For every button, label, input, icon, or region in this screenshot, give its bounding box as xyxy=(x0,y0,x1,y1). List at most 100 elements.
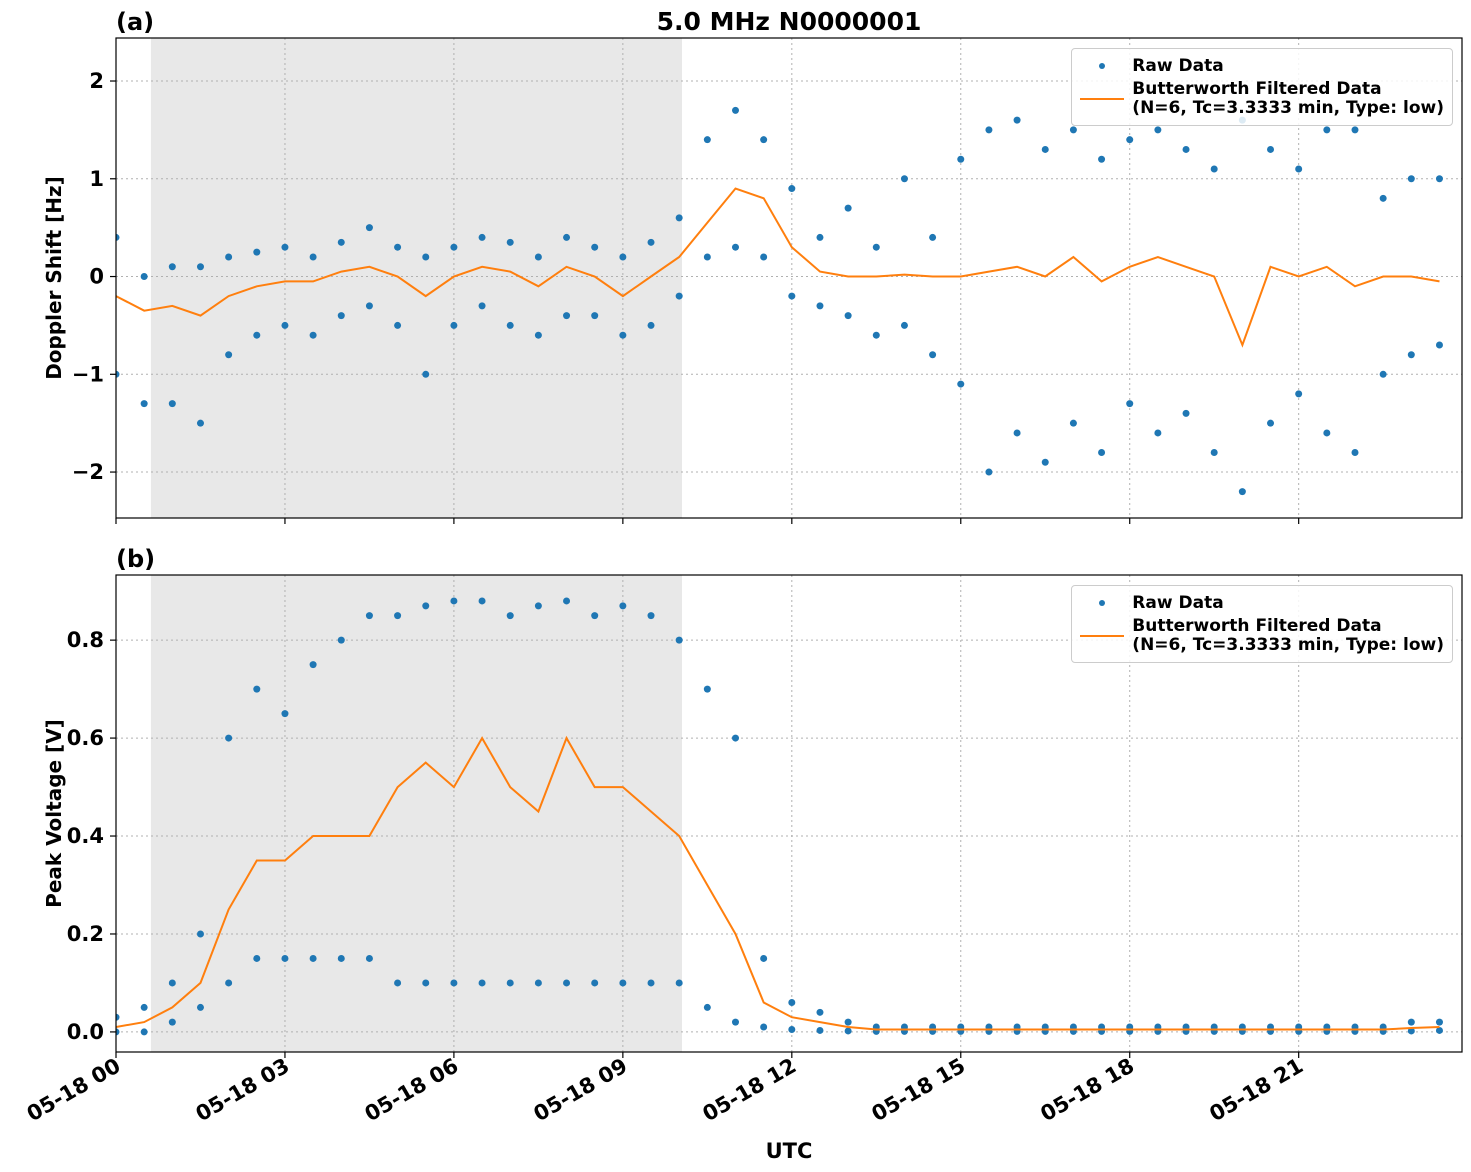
raw-point xyxy=(844,1027,852,1035)
raw-point xyxy=(450,597,458,605)
raw-point xyxy=(1238,488,1246,496)
axes-frame xyxy=(115,574,1463,1053)
raw-point xyxy=(872,243,880,251)
raw-point xyxy=(1351,449,1359,457)
raw-point xyxy=(253,331,261,339)
raw-point xyxy=(1407,1018,1415,1026)
raw-point xyxy=(253,248,261,256)
y-tick-label: 0.8 xyxy=(67,628,104,652)
raw-point xyxy=(591,612,599,620)
raw-point xyxy=(1210,165,1218,173)
raw-point xyxy=(281,954,289,962)
raw-point xyxy=(116,1028,120,1036)
raw-point xyxy=(731,106,739,114)
raw-point xyxy=(760,136,768,144)
raw-point xyxy=(309,661,317,669)
legend-entry: Raw Data xyxy=(1080,55,1444,77)
raw-point xyxy=(478,302,486,310)
raw-point xyxy=(985,468,993,476)
raw-point xyxy=(225,351,233,359)
x-tick-label: 05-18 15 xyxy=(867,1054,969,1127)
y-tick-label: 2 xyxy=(89,69,104,93)
raw-point xyxy=(337,238,345,246)
raw-point xyxy=(394,321,402,329)
x-tick-label: 05-18 18 xyxy=(1036,1054,1138,1127)
raw-point xyxy=(703,253,711,261)
raw-point xyxy=(563,979,571,987)
raw-point xyxy=(872,331,880,339)
raw-point xyxy=(225,253,233,261)
raw-point xyxy=(394,979,402,987)
legend-entry: Butterworth Filtered Data (N=6, Tc=3.333… xyxy=(1080,80,1444,118)
raw-point xyxy=(1323,126,1331,134)
raw-point xyxy=(1267,419,1275,427)
raw-point xyxy=(534,253,542,261)
raw-point xyxy=(534,331,542,339)
y-axis-label: Peak Voltage [V] xyxy=(42,719,66,908)
raw-point xyxy=(816,1026,824,1034)
raw-point xyxy=(647,612,655,620)
raw-point xyxy=(225,734,233,742)
raw-point xyxy=(116,1013,120,1021)
raw-point xyxy=(703,136,711,144)
legend-entry: Raw Data xyxy=(1080,592,1444,614)
raw-point xyxy=(731,243,739,251)
raw-point xyxy=(1126,400,1134,408)
raw-point xyxy=(703,685,711,693)
raw-point xyxy=(731,734,739,742)
raw-point xyxy=(534,979,542,987)
raw-point xyxy=(140,400,148,408)
raw-point xyxy=(1182,409,1190,417)
legend-label: Raw Data xyxy=(1132,592,1224,613)
raw-point xyxy=(619,331,627,339)
legend-key xyxy=(1080,55,1124,77)
y-tick-label: 0 xyxy=(89,265,104,289)
raw-point xyxy=(760,954,768,962)
raw-point xyxy=(450,243,458,251)
raw-point xyxy=(506,321,514,329)
raw-point xyxy=(116,233,120,241)
raw-point xyxy=(816,302,824,310)
raw-point xyxy=(788,1025,796,1033)
raw-point xyxy=(534,602,542,610)
raw-point xyxy=(1098,155,1106,163)
raw-point xyxy=(1182,145,1190,153)
raw-point xyxy=(619,602,627,610)
raw-point xyxy=(844,312,852,320)
panel-label: (a) xyxy=(116,8,154,36)
raw-point xyxy=(563,233,571,241)
raw-point xyxy=(1069,126,1077,134)
raw-point xyxy=(506,979,514,987)
raw-point xyxy=(675,636,683,644)
raw-point xyxy=(1323,429,1331,437)
raw-point xyxy=(1154,429,1162,437)
raw-point xyxy=(788,185,796,193)
raw-point xyxy=(337,954,345,962)
raw-point xyxy=(140,273,148,281)
raw-point xyxy=(1013,116,1021,124)
x-tick-label: 05-18 03 xyxy=(192,1054,294,1127)
raw-point xyxy=(196,1003,204,1011)
plot-area xyxy=(116,597,1443,1036)
raw-point xyxy=(506,238,514,246)
x-tick-label: 05-18 06 xyxy=(361,1054,463,1127)
raw-point xyxy=(168,263,176,271)
raw-point xyxy=(844,1018,852,1026)
y-tick-label: 1 xyxy=(89,167,104,191)
raw-point xyxy=(1379,370,1387,378)
raw-point xyxy=(140,1028,148,1036)
raw-point xyxy=(365,302,373,310)
raw-point xyxy=(844,204,852,212)
raw-point xyxy=(506,612,514,620)
x-tick-label: 05-18 12 xyxy=(699,1054,801,1127)
raw-point xyxy=(760,253,768,261)
raw-point xyxy=(478,233,486,241)
raw-point xyxy=(1407,1027,1415,1035)
raw-point xyxy=(647,321,655,329)
legend: Raw Data Butterworth Filtered Data (N=6, … xyxy=(1071,585,1453,663)
raw-point xyxy=(929,233,937,241)
raw-point xyxy=(1379,194,1387,202)
raw-point xyxy=(1267,145,1275,153)
x-axis-label: UTC xyxy=(766,1139,813,1163)
